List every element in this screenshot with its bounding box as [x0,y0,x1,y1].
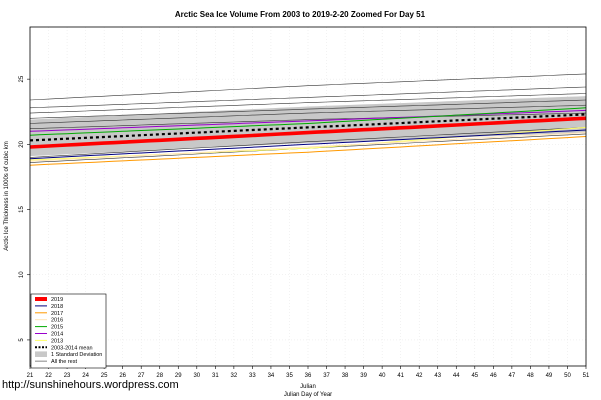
x-tick-label: 30 [193,373,200,379]
legend-swatch [35,351,47,357]
x-tick-label: 21 [27,373,34,379]
x-tick-label: 25 [101,373,108,379]
y-tick-label: 25 [19,75,25,82]
x-tick-label: 42 [416,373,423,379]
x-tick-label: 23 [64,373,71,379]
y-tick-label: 10 [19,271,25,278]
x-axis-label-2: Julian Day of Year [284,392,332,398]
legend-label: 2013 [51,338,63,344]
x-tick-label: 31 [212,373,219,379]
x-tick-label: 44 [453,373,460,379]
x-tick-label: 32 [231,373,238,379]
legend-label: All the rest [51,359,77,365]
x-tick-label: 49 [546,373,553,379]
series-line-2017 [29,136,587,166]
x-tick-label: 22 [45,373,52,379]
y-tick-label: 15 [19,206,25,213]
x-axis-label: Julian [300,384,316,390]
x-tick-label: 43 [434,373,441,379]
rest-line [29,104,587,124]
x-tick-label: 47 [509,373,516,379]
series-line-2015 [29,107,587,136]
rest-line [29,127,587,158]
x-tick-label: 37 [323,373,330,379]
x-tick-label: 48 [527,373,534,379]
y-axis: 5 10 15 20 25 [19,75,30,342]
x-tick-label: 34 [268,373,275,379]
x-tick-label: 46 [490,373,497,379]
rest-line [29,86,587,109]
legend-label: 2015 [51,325,63,331]
series-line-2014 [29,109,587,132]
x-tick-label: 29 [175,373,182,379]
x-tick-label: 39 [360,373,367,379]
legend-label: 2019 [51,297,63,303]
x-tick-label: 50 [564,373,571,379]
x-tick-label: 45 [471,373,478,379]
legend-label: 2018 [51,304,63,310]
x-tick-label: 28 [156,373,163,379]
y-tick-label: 20 [19,140,25,147]
x-tick-label: 33 [249,373,256,379]
series-line-2019 [29,116,587,149]
mean-line [29,113,587,142]
rest-line [29,93,587,114]
legend-label: 1 Standard Deviation [51,352,102,358]
x-tick-label: 35 [286,373,293,379]
x-tick-label: 26 [119,373,126,379]
watermark: http://sunshinehours.wordpress.com [2,379,179,391]
rest-line [29,99,587,119]
series-line-2016 [29,132,587,162]
series-lines [29,107,587,166]
chart-title: Arctic Sea Ice Volume From 2003 to 2019-… [175,10,426,19]
x-tick-label: 38 [342,373,349,379]
legend-label: 2014 [51,332,63,338]
legend-label: 2016 [51,318,63,324]
mean-line-group [29,113,587,142]
series-line-2018 [29,129,587,160]
x-axis: 21 22 23 24 25 26 27 28 29 30 31 32 33 34 35 36 37 38 39 40… [27,366,590,379]
x-tick-label: 24 [82,373,89,379]
x-tick-label: 27 [138,373,145,379]
x-tick-label: 36 [305,373,312,379]
legend-label: 2017 [51,311,63,317]
y-tick-label: 5 [19,338,25,342]
x-tick-label: 41 [397,373,404,379]
legend-label: 2003-2014 mean [51,345,93,351]
x-tick-label: 40 [379,373,386,379]
rest-line [29,73,587,101]
rest-line [29,112,587,129]
x-tick-label: 51 [583,373,590,379]
y-axis-label: Arctic Ice Thickness in 1000s of cubic k… [4,141,10,251]
